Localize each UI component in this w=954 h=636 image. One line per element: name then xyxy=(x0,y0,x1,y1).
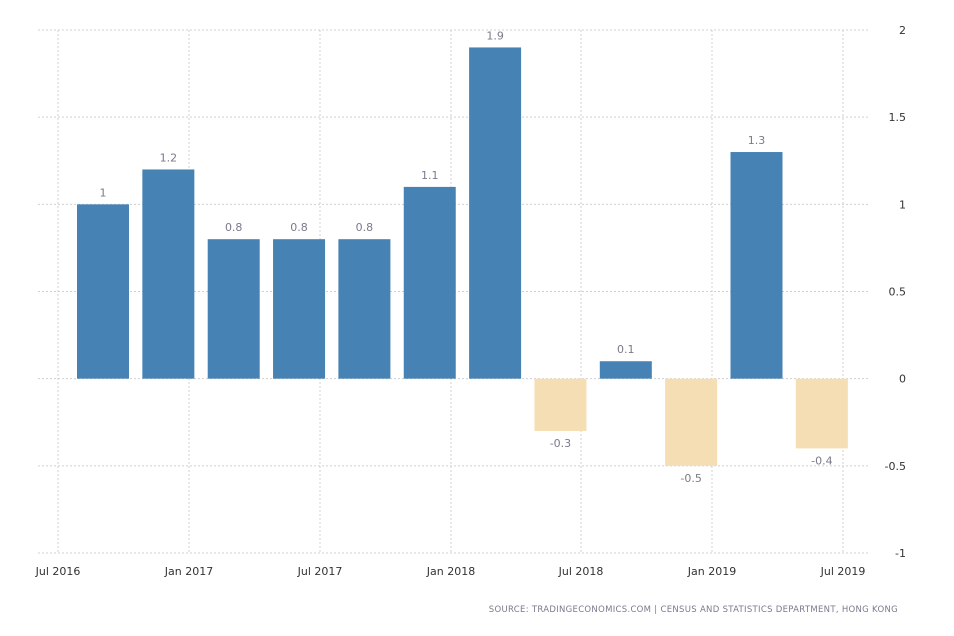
x-tick-label: Jul 2017 xyxy=(297,565,343,578)
bar xyxy=(534,378,587,431)
y-tick-label: 0.5 xyxy=(889,286,907,299)
bar xyxy=(77,204,129,379)
data-label: 1.3 xyxy=(748,134,766,147)
x-tick-label: Jan 2018 xyxy=(426,565,475,578)
x-tick-label: Jan 2019 xyxy=(687,565,736,578)
bar xyxy=(730,152,783,379)
x-tick-label: Jul 2018 xyxy=(558,565,604,578)
x-tick-label: Jul 2019 xyxy=(820,565,866,578)
y-tick-label: -0.5 xyxy=(885,460,906,473)
bar xyxy=(273,239,326,379)
y-tick-label: 0 xyxy=(899,373,906,386)
data-label: 0.1 xyxy=(617,343,635,356)
bar-chart: 2 1.5 1 0.5 0 -0.5 -1 Jul 2016 Jan 2017 Jul 2017 J… xyxy=(35,24,907,578)
data-label: -0.3 xyxy=(550,437,571,450)
y-tick-label: 2 xyxy=(899,24,906,37)
bar xyxy=(469,47,522,379)
y-tick-label: 1.5 xyxy=(889,111,907,124)
bar xyxy=(599,361,652,379)
x-tick-label: Jul 2016 xyxy=(35,565,81,578)
bar xyxy=(665,378,718,466)
y-tick-label: -1 xyxy=(895,547,906,560)
data-label: 1 xyxy=(100,186,107,199)
bar xyxy=(795,378,848,449)
data-label: 1.1 xyxy=(421,169,439,182)
bar xyxy=(142,169,195,379)
data-label: -0.5 xyxy=(680,472,701,485)
x-tick-label: Jan 2017 xyxy=(164,565,213,578)
data-label: 0.8 xyxy=(225,221,243,234)
data-label: 0.8 xyxy=(290,221,308,234)
data-label: 0.8 xyxy=(356,221,374,234)
bar xyxy=(207,239,260,379)
data-label: -0.4 xyxy=(811,454,832,467)
bar xyxy=(338,239,391,379)
data-label: 1.2 xyxy=(160,151,178,164)
y-tick-label: 1 xyxy=(899,198,906,211)
source-note: SOURCE: TRADINGECONOMICS.COM | CENSUS AN… xyxy=(488,605,898,615)
bar xyxy=(403,186,456,379)
data-label: 1.9 xyxy=(486,29,504,42)
